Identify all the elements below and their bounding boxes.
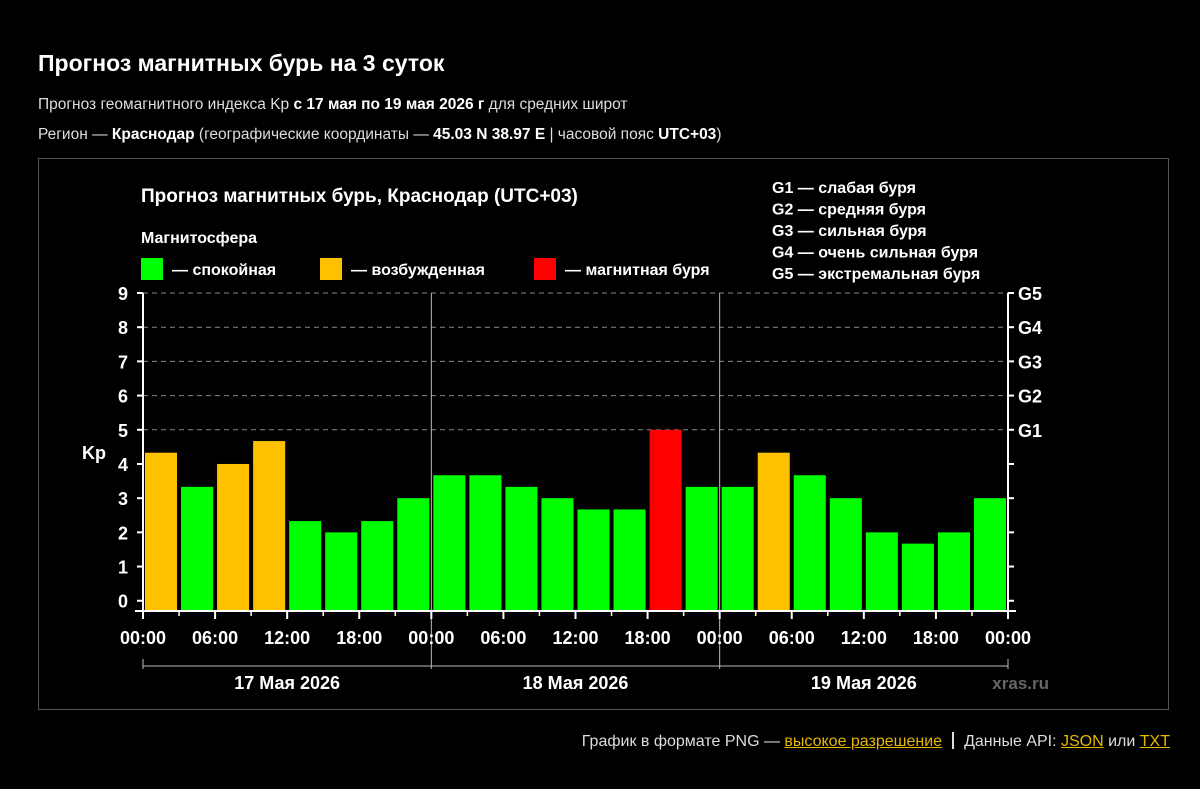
- bottom-strip: [0, 789, 1200, 795]
- txt-link[interactable]: TXT: [1139, 733, 1170, 750]
- bar-12: [541, 498, 574, 611]
- day-label-2: 18 Мая 2026: [523, 673, 629, 693]
- x-tick-label-13: 00:00: [985, 628, 1031, 648]
- g-legend-item-1: G1 — слабая буря: [772, 180, 916, 197]
- x-tick-label-12: 18:00: [913, 628, 959, 648]
- g-label-g5: G5: [1018, 284, 1042, 304]
- x-tick-label-10: 06:00: [769, 628, 815, 648]
- legend-swatch-1: [141, 258, 163, 280]
- region-coords-label: (географические координаты —: [194, 126, 434, 143]
- bar-19: [793, 475, 826, 611]
- x-tick-label-9: 00:00: [697, 628, 743, 648]
- bar-10: [469, 475, 502, 611]
- forecast-dates: с 17 мая по 19 мая 2026 г: [293, 96, 485, 113]
- x-tick-label-7: 12:00: [552, 628, 598, 648]
- legend-swatch-2: [320, 258, 342, 280]
- region-end: ): [716, 126, 722, 143]
- x-tick-label-6: 06:00: [480, 628, 526, 648]
- kp-chart-panel: Прогноз магнитных бурь, Краснодар (UTC+0…: [38, 158, 1169, 710]
- day-label-1: 17 Мая 2026: [234, 673, 340, 693]
- forecast-description: Прогноз геомагнитного индекса Kp с 17 ма…: [38, 96, 628, 114]
- x-tick-label-2: 06:00: [192, 628, 238, 648]
- bar-6: [325, 532, 358, 611]
- x-tick-label-11: 12:00: [841, 628, 887, 648]
- api-label: Данные API:: [964, 733, 1061, 750]
- bar-4: [253, 441, 286, 611]
- high-resolution-link[interactable]: высокое разрешение: [784, 733, 943, 750]
- g-label-g2: G2: [1018, 387, 1042, 407]
- region-coords: 45.03 N 38.97 E: [433, 126, 546, 143]
- bar-14: [613, 509, 646, 611]
- g-label-g3: G3: [1018, 352, 1042, 372]
- description-prefix: Прогноз геомагнитного индекса Kp: [38, 96, 294, 113]
- bar-16: [685, 486, 718, 611]
- bar-11: [505, 486, 538, 611]
- bar-23: [937, 532, 970, 611]
- x-tick-label-1: 00:00: [120, 628, 166, 648]
- x-tick-label-5: 00:00: [408, 628, 454, 648]
- or-label: или: [1103, 733, 1140, 750]
- y-tick-label-8: 8: [118, 318, 128, 338]
- y-tick-label-9: 9: [118, 284, 128, 304]
- bar-17: [721, 486, 754, 611]
- bar-3: [217, 463, 250, 611]
- bar-15: [649, 429, 682, 611]
- x-tick-label-3: 12:00: [264, 628, 310, 648]
- x-tick-label-4: 18:00: [336, 628, 382, 648]
- page-title: Прогноз магнитных бурь на 3 суток: [38, 50, 445, 76]
- region-prefix: Регион —: [38, 126, 112, 143]
- region-city: Краснодар: [111, 126, 195, 143]
- bar-21: [865, 532, 898, 611]
- bar-13: [577, 509, 610, 611]
- bar-18: [757, 452, 790, 611]
- watermark: xras.ru: [992, 674, 1049, 693]
- legend-label-2: — возбужденная: [351, 262, 485, 279]
- json-link[interactable]: JSON: [1061, 733, 1104, 750]
- y-tick-label-1: 1: [118, 558, 128, 578]
- bar-7: [361, 521, 394, 611]
- bar-24: [973, 498, 1006, 611]
- day-label-3: 19 Мая 2026: [811, 673, 917, 693]
- y-tick-label-4: 4: [118, 455, 128, 475]
- bar-22: [901, 543, 934, 611]
- timezone-value: UTC+03: [658, 126, 717, 143]
- chart-title: Прогноз магнитных бурь, Краснодар (UTC+0…: [141, 186, 578, 207]
- g-legend-item-2: G2 — средняя буря: [772, 202, 926, 219]
- bar-9: [433, 475, 466, 611]
- x-tick-label-8: 18:00: [625, 628, 671, 648]
- legend-label-1: — спокойная: [172, 262, 276, 279]
- bar-5: [289, 521, 322, 611]
- y-axis-label: Kp: [82, 443, 106, 463]
- y-tick-label-5: 5: [118, 421, 128, 441]
- kp-chart: Прогноз магнитных бурь, Краснодар (UTC+0…: [82, 180, 1049, 693]
- g-legend-item-5: G5 — экстремальная буря: [772, 266, 980, 283]
- bar-20: [829, 498, 862, 611]
- bar-1: [145, 452, 178, 611]
- legend-title: Магнитосфера: [141, 230, 257, 247]
- y-tick-label-6: 6: [118, 387, 128, 407]
- y-tick-label-2: 2: [118, 523, 128, 543]
- description-suffix: для средних широт: [484, 96, 628, 113]
- footer-divider: [952, 732, 955, 749]
- g-label-g1: G1: [1018, 421, 1042, 441]
- y-tick-label-0: 0: [118, 592, 128, 612]
- footer-links: График в формате PNG — высокое разрешени…: [582, 732, 1170, 751]
- timezone-label: | часовой пояс: [545, 126, 659, 143]
- g-label-g4: G4: [1018, 318, 1042, 338]
- bar-8: [397, 498, 430, 611]
- legend-swatch-3: [534, 258, 556, 280]
- region-info: Регион — Краснодар (географические коорд…: [38, 126, 721, 144]
- png-label: График в формате PNG —: [581, 733, 785, 750]
- g-legend-item-3: G3 — сильная буря: [772, 223, 927, 240]
- legend-label-3: — магнитная буря: [565, 262, 710, 279]
- y-tick-label-3: 3: [118, 489, 128, 509]
- y-tick-label-7: 7: [118, 352, 128, 372]
- bar-2: [181, 486, 214, 611]
- g-legend-item-4: G4 — очень сильная буря: [772, 245, 978, 262]
